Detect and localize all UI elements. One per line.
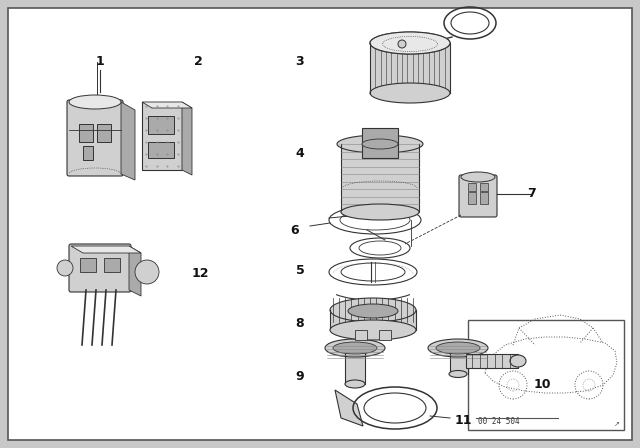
- Text: 4: 4: [296, 146, 305, 159]
- Bar: [142, 102, 182, 170]
- Text: 1: 1: [95, 55, 104, 68]
- Ellipse shape: [345, 380, 365, 388]
- Circle shape: [135, 260, 159, 284]
- Ellipse shape: [370, 83, 450, 103]
- Bar: [80, 258, 96, 272]
- Text: 11: 11: [454, 414, 472, 426]
- Bar: [104, 258, 120, 272]
- Polygon shape: [182, 102, 192, 175]
- Polygon shape: [129, 246, 141, 296]
- Bar: [370, 43, 450, 93]
- Ellipse shape: [436, 342, 480, 354]
- Ellipse shape: [325, 339, 385, 357]
- Text: 12: 12: [191, 267, 209, 280]
- Polygon shape: [335, 390, 363, 426]
- Text: 8: 8: [296, 316, 304, 329]
- Ellipse shape: [370, 32, 450, 54]
- Ellipse shape: [330, 298, 416, 322]
- Ellipse shape: [362, 139, 398, 149]
- Polygon shape: [142, 102, 192, 108]
- Bar: [480, 192, 488, 204]
- Bar: [341, 144, 419, 212]
- Bar: [83, 146, 93, 160]
- Bar: [148, 142, 174, 158]
- Text: ↗: ↗: [614, 421, 620, 427]
- Bar: [468, 183, 476, 191]
- Text: 7: 7: [527, 186, 536, 199]
- Text: 2: 2: [194, 55, 202, 68]
- Ellipse shape: [370, 32, 450, 54]
- FancyBboxPatch shape: [67, 100, 123, 176]
- Text: 6: 6: [291, 224, 300, 237]
- Bar: [79, 124, 93, 142]
- Text: 10: 10: [533, 378, 551, 391]
- Bar: [97, 124, 111, 142]
- Polygon shape: [71, 246, 141, 253]
- Bar: [468, 320, 624, 430]
- Bar: [466, 354, 518, 368]
- Bar: [450, 350, 468, 374]
- Bar: [480, 183, 488, 191]
- Ellipse shape: [341, 204, 419, 220]
- Ellipse shape: [333, 342, 377, 354]
- Ellipse shape: [330, 320, 416, 340]
- Bar: [379, 330, 391, 340]
- Ellipse shape: [348, 304, 398, 318]
- Bar: [355, 330, 367, 340]
- Bar: [362, 128, 398, 158]
- Bar: [345, 348, 365, 384]
- FancyBboxPatch shape: [459, 175, 497, 217]
- Text: 5: 5: [296, 263, 305, 276]
- Text: 00 24 504: 00 24 504: [478, 417, 520, 426]
- Ellipse shape: [449, 370, 467, 378]
- Bar: [148, 116, 174, 134]
- Circle shape: [398, 40, 406, 48]
- Bar: [330, 310, 416, 330]
- Circle shape: [57, 260, 73, 276]
- Polygon shape: [121, 102, 135, 180]
- Ellipse shape: [510, 355, 526, 367]
- Ellipse shape: [337, 135, 423, 153]
- Ellipse shape: [69, 95, 121, 109]
- Ellipse shape: [428, 339, 488, 357]
- Text: 3: 3: [296, 55, 304, 68]
- Text: 9: 9: [296, 370, 304, 383]
- FancyBboxPatch shape: [69, 244, 131, 292]
- Bar: [468, 192, 476, 204]
- Ellipse shape: [461, 172, 495, 182]
